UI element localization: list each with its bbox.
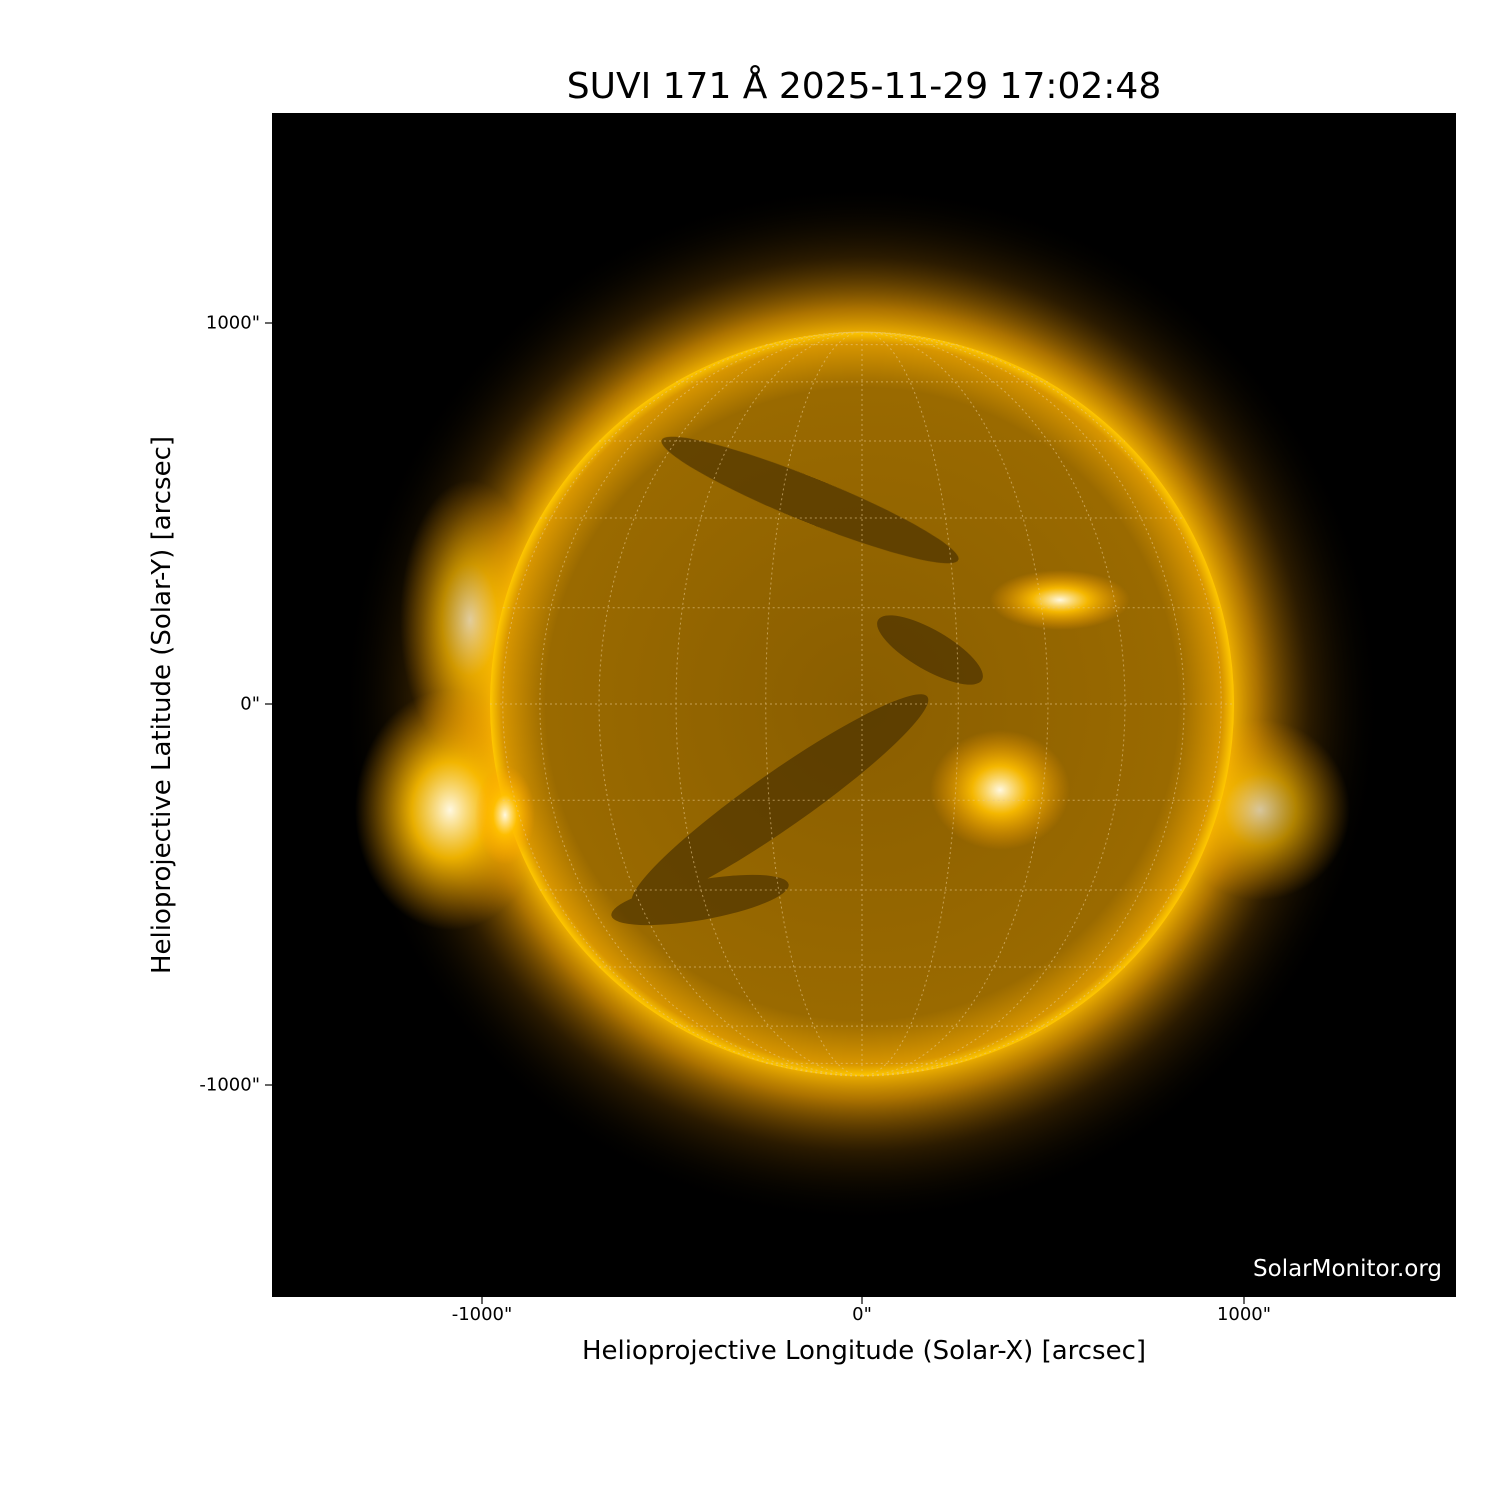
x-tick-label: 0"	[852, 1304, 872, 1325]
longitude-line	[598, 331, 863, 1077]
longitude-line	[861, 331, 1126, 1077]
x-axis-label: Helioprojective Longitude (Solar-X) [arc…	[581, 1336, 1147, 1366]
y-axis-label: Helioprojective Latitude (Solar-Y) [arcs…	[147, 435, 177, 975]
longitude-line	[675, 331, 863, 1077]
y-tick-label: 1000"	[205, 312, 260, 334]
longitude-line	[861, 331, 1222, 1077]
coordinate-grid	[490, 331, 1234, 1077]
longitude-line	[861, 331, 1185, 1077]
y-tick-label: 0"	[240, 693, 260, 715]
longitude-line	[765, 331, 863, 1077]
active-region-south	[930, 730, 1070, 850]
longitude-line	[502, 331, 863, 1077]
longitude-line	[861, 331, 959, 1077]
longitude-line	[861, 331, 1049, 1077]
y-tick-label: -1000"	[199, 1074, 260, 1096]
plot-title: SUVI 171 Å 2025-11-29 17:02:48	[566, 66, 1162, 107]
longitude-line	[539, 331, 863, 1077]
x-tick-label: -1000"	[451, 1304, 513, 1325]
x-tick-label: 1000"	[1216, 1304, 1272, 1325]
active-region-north	[990, 570, 1130, 630]
credit-watermark: SolarMonitor.org	[1253, 1256, 1442, 1282]
